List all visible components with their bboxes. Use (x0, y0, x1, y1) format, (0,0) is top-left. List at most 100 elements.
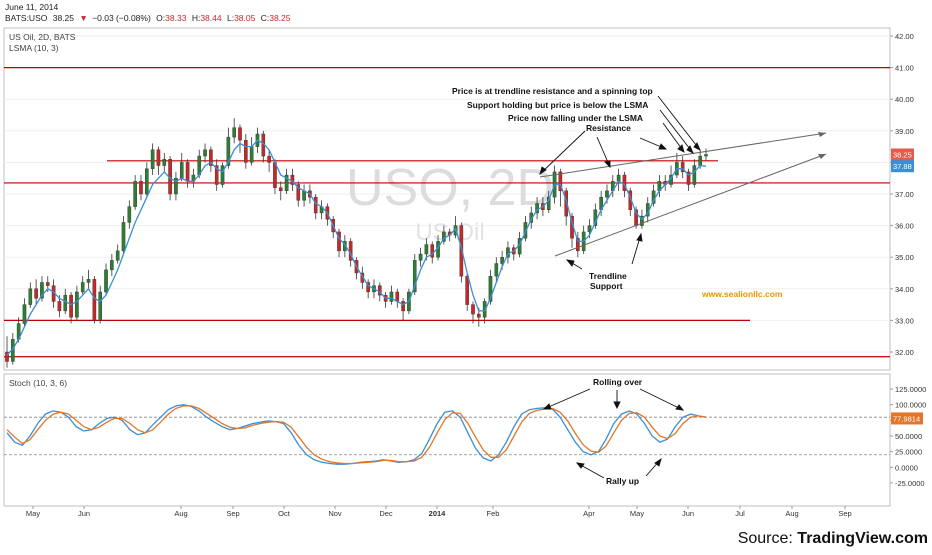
candle-body (220, 165, 225, 185)
time-axis-label: Dec (379, 509, 393, 518)
candle-body (185, 162, 190, 182)
stoch-label: Stoch (10, 3, 6) (9, 378, 67, 388)
last-price-tag: 38.25 (893, 151, 912, 160)
candle-body (471, 304, 475, 315)
candle-body (104, 269, 108, 293)
candles (5, 118, 708, 368)
symbol: BATS:USO (5, 13, 48, 23)
candle-body (162, 159, 167, 166)
candle-body (401, 301, 405, 312)
price-tags: 38.25 37.88 (891, 148, 914, 173)
candle-body (133, 181, 137, 207)
candle-body (34, 288, 38, 299)
down-arrow-icon: ▼ (79, 13, 87, 23)
lsma-line (6, 139, 707, 356)
price-axis-label: 32.00 (895, 348, 914, 357)
candle-body (63, 294, 68, 312)
time-axis-label: Sep (838, 509, 851, 518)
candle-body (366, 282, 370, 293)
candle-body (5, 351, 9, 362)
candle-body (605, 190, 609, 198)
price-axis-label: 36.00 (895, 222, 914, 231)
candle-body (313, 196, 318, 214)
candle-body (558, 171, 563, 192)
stoch-axis-label: 100.0000 (895, 401, 926, 410)
price-axis-label: 42.00 (895, 32, 914, 41)
price-change: −0.03 (−0.08%) (92, 13, 151, 23)
annotation-falling-under-lsma: Price now falling under the LSMA (508, 113, 643, 123)
time-axis-label: Sep (226, 509, 239, 518)
candle-body (174, 177, 178, 195)
stoch-axis-label: 50.0000 (895, 432, 922, 441)
candle-body (546, 196, 551, 211)
candle-body (22, 304, 27, 324)
price-axis-label: 40.00 (895, 95, 914, 104)
stoch-axis-label: 125.0000 (895, 385, 926, 394)
candle-body (459, 225, 464, 277)
candle-body (139, 181, 143, 195)
candle-body (156, 149, 161, 166)
candle-body (267, 155, 271, 163)
candle-body (203, 149, 207, 157)
candle-body (127, 206, 132, 223)
time-axis-label: Apr (583, 509, 595, 518)
high-value: 38.44 (200, 13, 222, 23)
candle-body (488, 275, 493, 302)
low-value: 38.05 (234, 13, 256, 23)
candle-body (92, 279, 97, 321)
time-axis-label: Jun (78, 509, 90, 518)
header-symbol-line: BATS:USO 38.25 ▼ −0.03 (−0.08%) O:38.33 … (5, 13, 291, 23)
stoch-d-line (6, 405, 707, 465)
candle-body (500, 257, 504, 264)
watermark-main: USO, 2D (346, 159, 554, 217)
candle-body (150, 149, 155, 169)
candle-body (616, 174, 621, 182)
candle-body (640, 215, 644, 226)
candle-body (209, 149, 213, 166)
candle-body (98, 291, 103, 321)
candle-body (238, 127, 242, 141)
candle-body (284, 174, 289, 192)
annotation-trendline: Trendline (589, 271, 627, 281)
support-arrowhead-icon (818, 154, 826, 159)
candle-body (692, 165, 697, 185)
candle-body (45, 282, 50, 286)
annotation-resistance: Resistance (586, 123, 631, 133)
resistance-arrowhead-icon (818, 132, 826, 137)
price-pane[interactable] (3, 27, 891, 371)
candle-body (430, 244, 435, 258)
time-axis: May Jun Aug Sep Oct Nov Dec 2014 Feb Apr May Jun Jul… (26, 506, 852, 518)
candle-body (395, 291, 400, 302)
candle-body (115, 250, 120, 261)
support-trendline (554, 153, 827, 257)
candle-body (214, 165, 219, 185)
time-axis-label: Feb (487, 509, 500, 518)
candle-body (412, 260, 417, 293)
price-axis-label: 33.00 (895, 316, 914, 325)
stoch-value-tag: 77.9814 (893, 414, 920, 423)
candle-body (69, 294, 73, 318)
time-axis-label: Nov (328, 509, 342, 518)
candle-body (576, 238, 580, 252)
candle-body (121, 222, 126, 252)
lsma-value-tag: 37.88 (893, 162, 912, 171)
candle-body (296, 184, 301, 201)
time-axis-label: May (630, 509, 644, 518)
horizontal-levels (4, 66, 890, 358)
candle-body (418, 253, 423, 261)
chart-title: US Oil, 2D, BATS (9, 32, 76, 42)
annotation-support: Support (590, 281, 623, 291)
candle-body (704, 154, 708, 157)
candle-body (424, 244, 429, 255)
candle-body (290, 174, 295, 185)
candle-body (477, 313, 481, 318)
candle-body (389, 291, 394, 302)
price-axis-label: 41.00 (895, 64, 914, 73)
close-value: 38.25 (269, 13, 291, 23)
candle-body (28, 288, 33, 305)
source-brand: TradingView.com (797, 530, 928, 547)
low-label: L: (227, 13, 234, 23)
candle-body (680, 162, 685, 173)
candle-body (482, 301, 487, 318)
